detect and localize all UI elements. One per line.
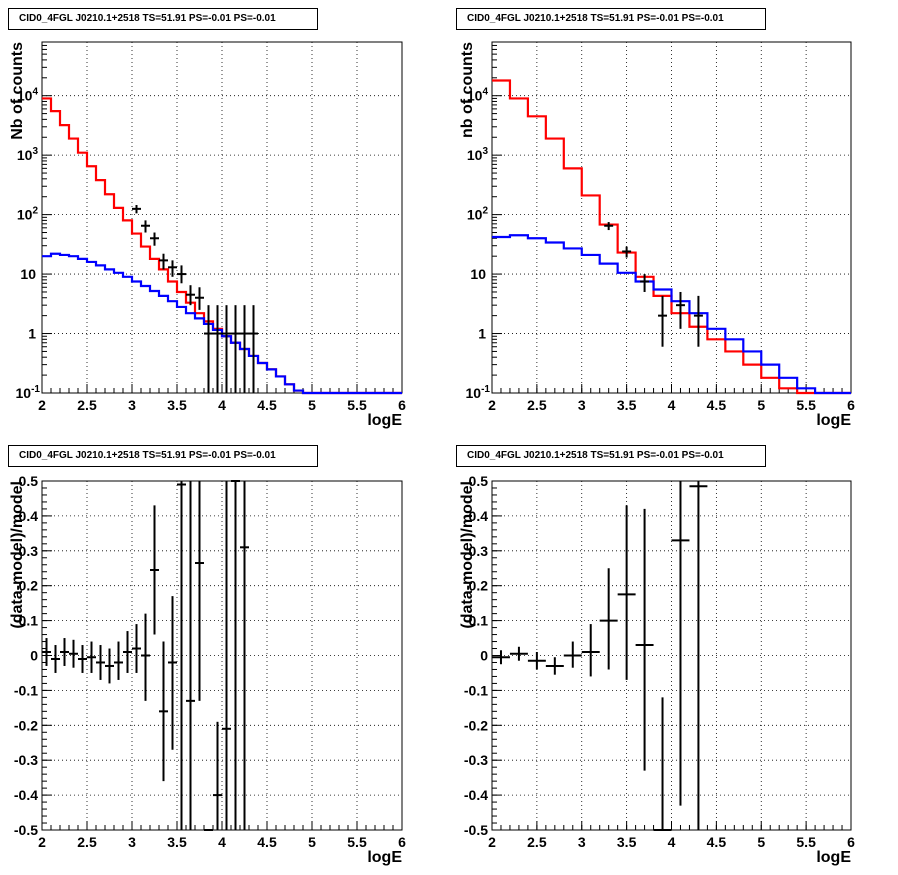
- x-tick-label: 6: [847, 397, 855, 413]
- plot-frame: [491, 480, 852, 831]
- y-tick-label: -0.5: [14, 822, 38, 838]
- x-tick-label: 5.5: [796, 397, 816, 413]
- x-axis-label: logE: [367, 849, 402, 866]
- x-tick-label: 3.5: [617, 834, 637, 850]
- y-tick-label: 0.4: [19, 508, 39, 524]
- y-axis-label: Nb of counts: [9, 42, 26, 140]
- x-tick-label: 4.5: [707, 834, 727, 850]
- model-total-histogram: [492, 79, 851, 395]
- x-tick-label: 6: [398, 397, 406, 413]
- plot-panel-0: [41, 41, 403, 395]
- x-tick-label: 5: [757, 834, 765, 850]
- y-tick-label: 0.4: [469, 508, 489, 524]
- x-tick-label: 4: [668, 834, 676, 850]
- x-tick-label: 2: [38, 834, 46, 850]
- x-axis-label: logE: [816, 412, 851, 429]
- y-tick-label: 0: [30, 648, 38, 664]
- y-tick-label: 0.5: [19, 473, 39, 489]
- y-tick-label: 1: [478, 326, 486, 342]
- x-tick-label: 2.5: [77, 834, 97, 850]
- y-tick-label: -0.3: [464, 752, 488, 768]
- x-tick-label: 3: [578, 834, 586, 850]
- x-tick-label: 4.5: [257, 834, 277, 850]
- y-tick-label: 10-1: [16, 384, 41, 401]
- x-tick-label: 2: [38, 397, 46, 413]
- x-tick-label: 3.5: [167, 397, 187, 413]
- y-tick-label: 0.2: [469, 578, 489, 594]
- y-tick-label: -0.2: [464, 717, 488, 733]
- x-tick-label: 2: [488, 834, 496, 850]
- y-tick-label: 0.1: [19, 613, 39, 629]
- y-tick-label: 102: [467, 206, 489, 223]
- x-tick-label: 5: [757, 397, 765, 413]
- x-tick-label: 3.5: [617, 397, 637, 413]
- x-tick-label: 3.5: [167, 834, 187, 850]
- x-axis-label: logE: [816, 849, 851, 866]
- y-axis-label: (data-model)/model: [9, 481, 26, 629]
- plot-panel-3: [491, 480, 852, 831]
- x-tick-label: 5: [308, 834, 316, 850]
- model-background-histogram: [42, 252, 402, 395]
- x-tick-label: 5.5: [347, 834, 367, 850]
- plot-panel-2: [41, 480, 403, 831]
- y-tick-label: 103: [17, 146, 39, 163]
- x-axis-label: logE: [367, 412, 402, 429]
- plot-title-bottom-right: CID0_4FGL J0210.1+2518 TS=51.91 PS=-0.01…: [456, 445, 766, 467]
- y-tick-label: -0.1: [464, 682, 488, 698]
- y-tick-label: 104: [467, 87, 489, 104]
- y-axis-label: (data-model)/model: [459, 481, 476, 629]
- x-tick-label: 4.5: [257, 397, 277, 413]
- y-tick-label: 10: [470, 266, 486, 282]
- x-tick-label: 4: [218, 397, 226, 413]
- plot-panel-1: [491, 41, 852, 395]
- x-tick-label: 4: [218, 834, 226, 850]
- y-tick-label: 0.2: [19, 578, 39, 594]
- y-tick-label: -0.4: [14, 787, 38, 803]
- x-tick-label: 6: [398, 834, 406, 850]
- x-tick-label: 4.5: [707, 397, 727, 413]
- y-tick-label: 104: [17, 87, 39, 104]
- x-tick-label: 5.5: [347, 397, 367, 413]
- y-tick-label: -0.2: [14, 717, 38, 733]
- y-tick-label: 0.5: [469, 473, 489, 489]
- x-tick-label: 6: [847, 834, 855, 850]
- y-tick-label: 10: [20, 266, 36, 282]
- y-tick-label: 102: [17, 206, 39, 223]
- y-axis-label: nb of counts: [459, 42, 476, 138]
- y-tick-label: -0.3: [14, 752, 38, 768]
- y-tick-label: 0: [480, 648, 488, 664]
- x-tick-label: 5: [308, 397, 316, 413]
- x-tick-label: 3: [128, 397, 136, 413]
- x-tick-label: 5.5: [796, 834, 816, 850]
- y-tick-label: 0.3: [469, 543, 489, 559]
- x-tick-label: 3: [128, 834, 136, 850]
- y-tick-label: 1: [28, 326, 36, 342]
- x-tick-label: 2: [488, 397, 496, 413]
- y-tick-label: -0.5: [464, 822, 488, 838]
- x-tick-label: 2.5: [77, 397, 97, 413]
- x-tick-label: 3: [578, 397, 586, 413]
- y-tick-label: -0.4: [464, 787, 488, 803]
- x-tick-label: 2.5: [527, 397, 547, 413]
- x-tick-label: 2.5: [527, 834, 547, 850]
- plot-title-bottom-left: CID0_4FGL J0210.1+2518 TS=51.91 PS=-0.01…: [8, 445, 318, 467]
- model-background-histogram: [492, 234, 851, 395]
- plot-title-top-right: CID0_4FGL J0210.1+2518 TS=51.91 PS=-0.01…: [456, 8, 766, 30]
- y-tick-label: 10-1: [466, 384, 491, 401]
- y-tick-label: 103: [467, 146, 489, 163]
- x-tick-label: 4: [668, 397, 676, 413]
- y-tick-label: 0.3: [19, 543, 39, 559]
- y-tick-label: -0.1: [14, 682, 38, 698]
- y-tick-label: 0.1: [469, 613, 489, 629]
- plot-title-top-left: CID0_4FGL J0210.1+2518 TS=51.91 PS=-0.01…: [8, 8, 318, 30]
